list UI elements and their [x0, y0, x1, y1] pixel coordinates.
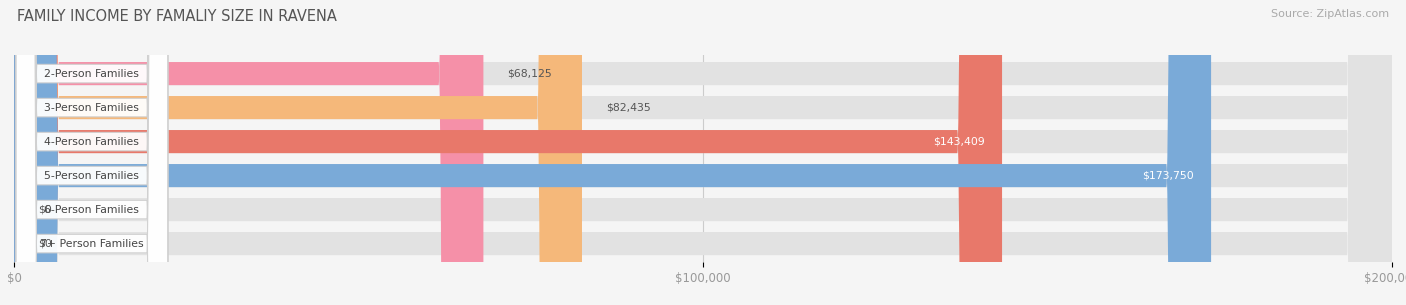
FancyBboxPatch shape: [14, 0, 1392, 305]
Text: Source: ZipAtlas.com: Source: ZipAtlas.com: [1271, 9, 1389, 19]
FancyBboxPatch shape: [14, 0, 1392, 305]
Text: $143,409: $143,409: [934, 137, 984, 147]
Text: 3-Person Families: 3-Person Families: [45, 102, 139, 113]
Text: 4-Person Families: 4-Person Families: [45, 137, 139, 147]
FancyBboxPatch shape: [14, 0, 1002, 305]
Text: $173,750: $173,750: [1142, 170, 1194, 181]
Text: 6-Person Families: 6-Person Families: [45, 205, 139, 215]
FancyBboxPatch shape: [14, 0, 1211, 305]
FancyBboxPatch shape: [14, 0, 582, 305]
FancyBboxPatch shape: [14, 0, 1392, 305]
FancyBboxPatch shape: [15, 0, 167, 305]
Text: $0: $0: [38, 205, 52, 215]
FancyBboxPatch shape: [14, 0, 1392, 305]
FancyBboxPatch shape: [15, 0, 167, 305]
Text: 5-Person Families: 5-Person Families: [45, 170, 139, 181]
FancyBboxPatch shape: [15, 0, 167, 305]
FancyBboxPatch shape: [14, 0, 484, 305]
FancyBboxPatch shape: [15, 0, 167, 305]
Text: $0: $0: [38, 239, 52, 249]
FancyBboxPatch shape: [15, 0, 167, 305]
FancyBboxPatch shape: [14, 0, 1392, 305]
FancyBboxPatch shape: [15, 0, 167, 305]
Text: $82,435: $82,435: [606, 102, 651, 113]
Text: 7+ Person Families: 7+ Person Families: [41, 239, 143, 249]
Text: FAMILY INCOME BY FAMALIY SIZE IN RAVENA: FAMILY INCOME BY FAMALIY SIZE IN RAVENA: [17, 9, 337, 24]
Text: $68,125: $68,125: [508, 69, 553, 79]
Text: 2-Person Families: 2-Person Families: [45, 69, 139, 79]
FancyBboxPatch shape: [14, 0, 1392, 305]
